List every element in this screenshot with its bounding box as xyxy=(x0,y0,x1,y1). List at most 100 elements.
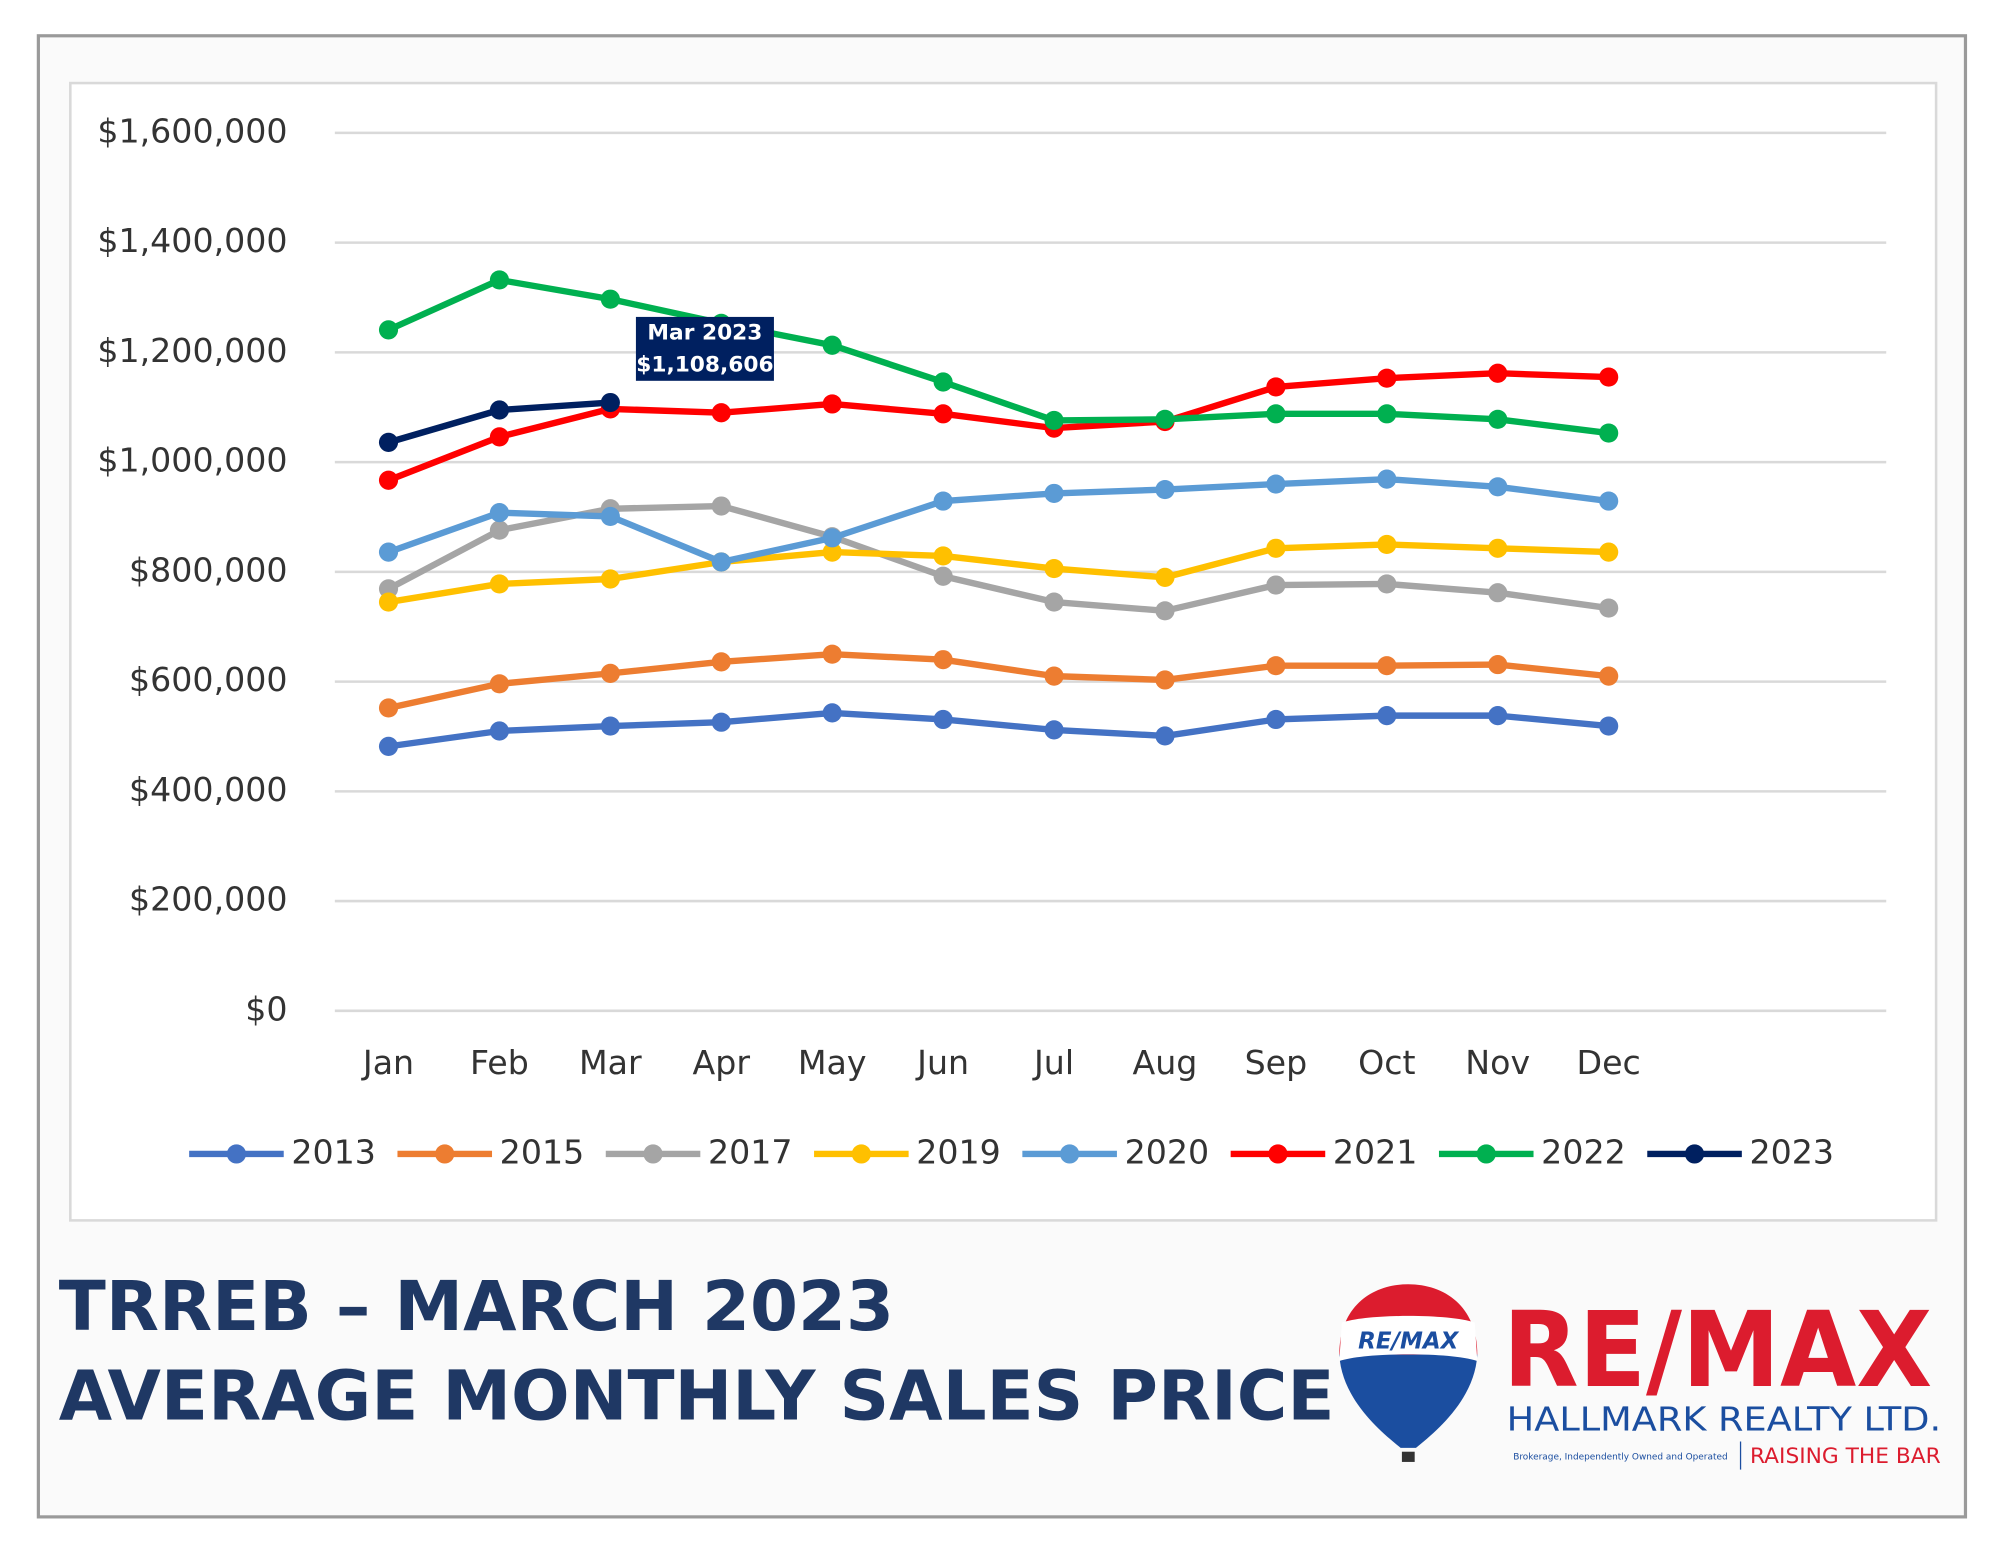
x-tick-label: Mar xyxy=(579,1043,642,1082)
series-line xyxy=(387,475,1610,566)
logo-text: RE/MAX xyxy=(1503,1289,1932,1411)
company-name: HALLMARK REALTY LTD. xyxy=(1507,1400,1941,1439)
legend-label: 2023 xyxy=(1749,1132,1834,1171)
data-point xyxy=(600,506,620,527)
data-point xyxy=(489,503,510,523)
legend-marker xyxy=(1476,1144,1496,1164)
balloon-bottom xyxy=(1339,1354,1478,1448)
annotation-box xyxy=(635,316,774,381)
data-point xyxy=(1599,598,1619,618)
x-tick-label: Jul xyxy=(1032,1043,1074,1082)
data-point xyxy=(489,270,510,290)
data-point xyxy=(711,496,731,516)
data-point xyxy=(378,320,399,340)
data-point xyxy=(1599,542,1619,562)
data-point xyxy=(1155,567,1175,587)
data-point xyxy=(489,674,510,694)
data-point xyxy=(822,542,842,562)
data-point xyxy=(1044,483,1064,503)
data-point xyxy=(711,712,731,732)
data-point xyxy=(711,403,731,423)
footer-title: AVERAGE MONTHLY SALES PRICE xyxy=(59,1357,1335,1437)
y-tick-label: $1,600,000 xyxy=(97,111,287,150)
data-point xyxy=(822,335,842,355)
data-point xyxy=(378,579,399,599)
data-point xyxy=(1488,409,1508,429)
data-point xyxy=(933,372,953,392)
data-point xyxy=(1488,583,1508,603)
legend-label: 2015 xyxy=(500,1132,585,1171)
y-tick-label: $1,000,000 xyxy=(97,441,287,480)
data-point xyxy=(711,552,731,572)
legend-label: 2021 xyxy=(1333,1132,1418,1171)
annotation-title: Mar 2023 xyxy=(647,321,762,346)
chart-area xyxy=(69,81,1938,1222)
data-point xyxy=(1599,666,1619,686)
data-point xyxy=(822,703,842,723)
data-point xyxy=(933,404,953,424)
y-tick-label: $1,200,000 xyxy=(97,331,287,370)
data-point xyxy=(1044,720,1064,740)
data-label: $1,108,606 xyxy=(636,352,773,377)
data-point xyxy=(1155,670,1175,690)
data-point xyxy=(1155,479,1175,500)
series-line xyxy=(387,502,1610,615)
data-point xyxy=(1266,404,1286,424)
data-point xyxy=(378,592,399,612)
series-line xyxy=(387,650,1610,712)
data-point xyxy=(1044,592,1064,612)
data-point xyxy=(933,566,953,586)
data-point xyxy=(600,289,620,309)
data-point xyxy=(489,400,510,420)
x-tick-label: Dec xyxy=(1577,1043,1641,1082)
footer-title: TRREB – MARCH 2023 xyxy=(59,1267,894,1347)
legend-marker xyxy=(1268,1144,1288,1164)
data-point xyxy=(1266,474,1286,494)
data-point xyxy=(1377,534,1397,555)
legend-label: 2013 xyxy=(291,1132,376,1171)
data-point xyxy=(378,698,399,718)
data-point xyxy=(1044,410,1064,431)
legend-marker xyxy=(226,1144,247,1164)
data-point xyxy=(1044,558,1064,579)
y-tick-label: $600,000 xyxy=(129,660,288,699)
data-point xyxy=(1377,469,1397,489)
legend-marker xyxy=(1060,1144,1080,1164)
data-point xyxy=(933,546,953,566)
legend-label: 2020 xyxy=(1125,1132,1210,1171)
data-point xyxy=(489,574,510,594)
y-tick-label: $1,400,000 xyxy=(97,221,287,260)
data-point xyxy=(1377,656,1397,676)
data-point xyxy=(378,542,399,562)
legend-label: 2019 xyxy=(916,1132,1001,1171)
y-tick-label: $0 xyxy=(245,989,287,1028)
balloon-basket xyxy=(1401,1451,1415,1462)
series-line xyxy=(388,709,1609,750)
legend-marker xyxy=(643,1144,663,1164)
data-point xyxy=(1155,601,1175,621)
data-point xyxy=(1377,706,1397,726)
y-tick-label: $200,000 xyxy=(129,880,288,919)
data-point xyxy=(1599,423,1619,443)
x-tick-label: Nov xyxy=(1465,1043,1530,1082)
data-point xyxy=(822,528,842,548)
data-point xyxy=(378,470,399,490)
data-point xyxy=(1599,716,1619,736)
data-point xyxy=(489,427,510,447)
data-point xyxy=(933,491,953,511)
data-point xyxy=(1488,706,1508,726)
fine-print: Brokerage, Independently Owned and Opera… xyxy=(1513,1452,1727,1462)
data-point xyxy=(600,716,620,736)
data-point xyxy=(822,644,842,664)
legend-label: 2017 xyxy=(708,1132,793,1171)
legend-marker xyxy=(851,1144,871,1164)
x-tick-label: May xyxy=(798,1043,867,1082)
data-point xyxy=(1266,377,1286,397)
legend-label: 2022 xyxy=(1541,1132,1626,1171)
y-tick-label: $800,000 xyxy=(129,550,288,589)
balloon-band xyxy=(1339,1315,1478,1361)
x-tick-label: Jun xyxy=(915,1043,969,1082)
legend-marker xyxy=(1684,1144,1705,1164)
data-point xyxy=(1155,726,1175,746)
